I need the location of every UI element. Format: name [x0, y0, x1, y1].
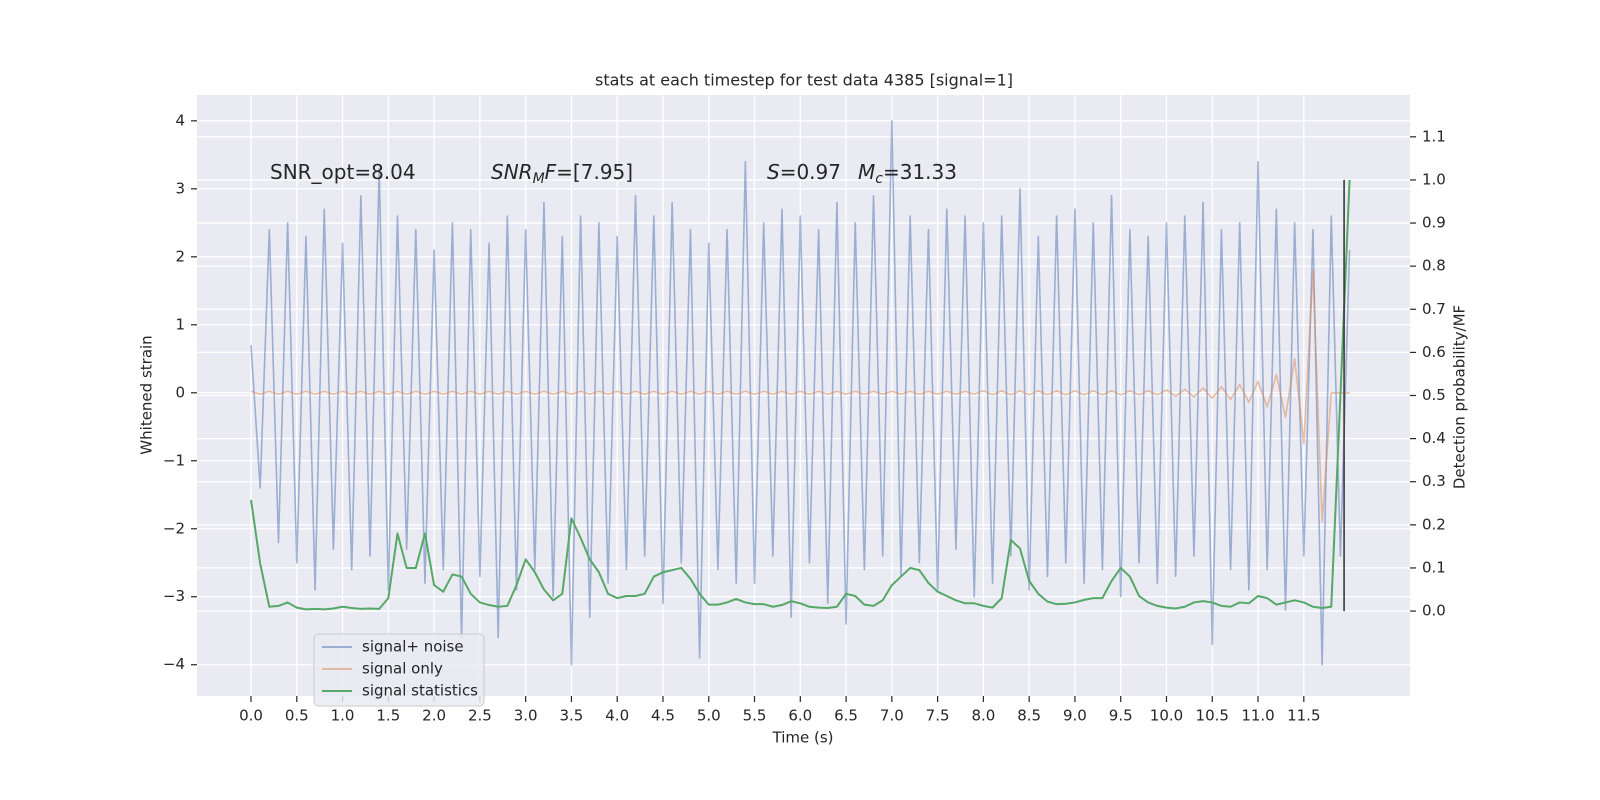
series-line — [250, 120, 1351, 666]
x-tick-label: 1.0 — [331, 707, 355, 725]
y-tick-label: 3 — [175, 179, 185, 197]
x-tick-label: 6.0 — [788, 707, 812, 725]
x-tick-label: 0.0 — [239, 707, 263, 725]
legend-box — [313, 633, 485, 707]
x-tick-label: 1.5 — [376, 707, 400, 725]
x-tick-label: 4.0 — [605, 707, 629, 725]
x-tick-label: 7.0 — [880, 707, 904, 725]
annotation: SNRMF=[7.95] — [491, 160, 633, 188]
annotations: SNR_opt=8.04 SNRMF=[7.95] S=0.97 Mc=31.33 — [270, 160, 957, 188]
annotation: Mc=31.33 — [858, 160, 957, 188]
x-tick-label: 2.0 — [422, 707, 446, 725]
annotation-part: =0.97 — [780, 160, 841, 184]
x-tick-label: 3.0 — [514, 707, 538, 725]
x-tick-label: 10.5 — [1196, 707, 1229, 725]
annotation: S=0.97 — [767, 160, 841, 184]
x-tick-label: 11.5 — [1287, 707, 1320, 725]
x-tick-label: 5.0 — [697, 707, 721, 725]
y2-tick-label: 0.1 — [1422, 558, 1446, 576]
y2-tick-label: 0.8 — [1422, 257, 1446, 275]
y2-tick-label: 1.1 — [1422, 127, 1446, 145]
legend-label: signal statistics — [362, 682, 478, 700]
x-tick-label: 8.5 — [1017, 707, 1041, 725]
x-tick-label: 10.0 — [1150, 707, 1183, 725]
data-layer — [250, 120, 1351, 666]
series-line — [250, 179, 1351, 611]
x-tick-label: 11.0 — [1241, 707, 1274, 725]
axes: 0.0 0.5 1.0 1.5 2.0 2.5 3.0 3.5 4.0 4.5 5.0 5.5 6.0 6… — [163, 111, 1446, 724]
series-line — [250, 269, 1350, 523]
x-tick-label: 8.0 — [971, 707, 995, 725]
x-tick-label: 9.0 — [1063, 707, 1087, 725]
y-tick-label: 0 — [175, 383, 185, 401]
annotation-part: M — [858, 160, 875, 184]
x-tick-label: 6.5 — [834, 707, 858, 725]
x-tick-label: 0.5 — [285, 707, 309, 725]
annotation-part: SNR — [491, 160, 533, 184]
chart-title: stats at each timestep for test data 438… — [595, 71, 1013, 90]
x-tick-label: 5.5 — [743, 707, 767, 725]
y2-axis-label: Detection probability/MF — [1451, 305, 1469, 489]
annotation: SNR_opt=8.04 — [270, 160, 416, 184]
y2-tick-label: 0.5 — [1422, 386, 1446, 404]
x-tick-label: 7.5 — [926, 707, 950, 725]
x-tick-label: 3.5 — [559, 707, 583, 725]
y-tick-label: 2 — [175, 247, 185, 265]
x-tick-label: 9.5 — [1109, 707, 1133, 725]
y-tick-label: 1 — [175, 315, 185, 333]
x-tick-label: 2.5 — [468, 707, 492, 725]
y2-tick-label: 0.0 — [1422, 602, 1446, 620]
annotation-part: =31.33 — [883, 160, 957, 184]
y2-tick-label: 0.3 — [1422, 472, 1446, 490]
legend-label: signal+ noise — [362, 638, 464, 656]
legend: signal+ noise signal only signal statistic… — [313, 633, 485, 707]
y-tick-label: −3 — [163, 587, 185, 605]
annotation-part: SNR_opt=8.04 — [270, 160, 416, 184]
annotation-part: c — [875, 171, 883, 187]
annotation-part: =[7.95] — [556, 160, 633, 184]
y2-tick-label: 0.6 — [1422, 343, 1446, 361]
y2-tick-label: 0.7 — [1422, 300, 1446, 318]
y-tick-label: −4 — [163, 655, 185, 673]
y-tick-label: −2 — [163, 519, 185, 537]
annotation-part: M — [533, 171, 545, 187]
y-tick-label: 4 — [175, 111, 185, 129]
y2-tick-label: 0.9 — [1422, 214, 1446, 232]
x-axis-label: Time (s) — [772, 729, 834, 747]
annotation-part: S — [767, 160, 780, 184]
annotation-part: F — [545, 160, 557, 184]
y-tick-label: −1 — [163, 451, 185, 469]
y2-tick-label: 0.4 — [1422, 429, 1446, 447]
y2-tick-label: 0.2 — [1422, 515, 1446, 533]
y2-tick-label: 1.0 — [1422, 170, 1446, 188]
y-axis-label: Whitened strain — [138, 335, 156, 454]
x-tick-label: 4.5 — [651, 707, 675, 725]
legend-label: signal only — [362, 660, 443, 678]
